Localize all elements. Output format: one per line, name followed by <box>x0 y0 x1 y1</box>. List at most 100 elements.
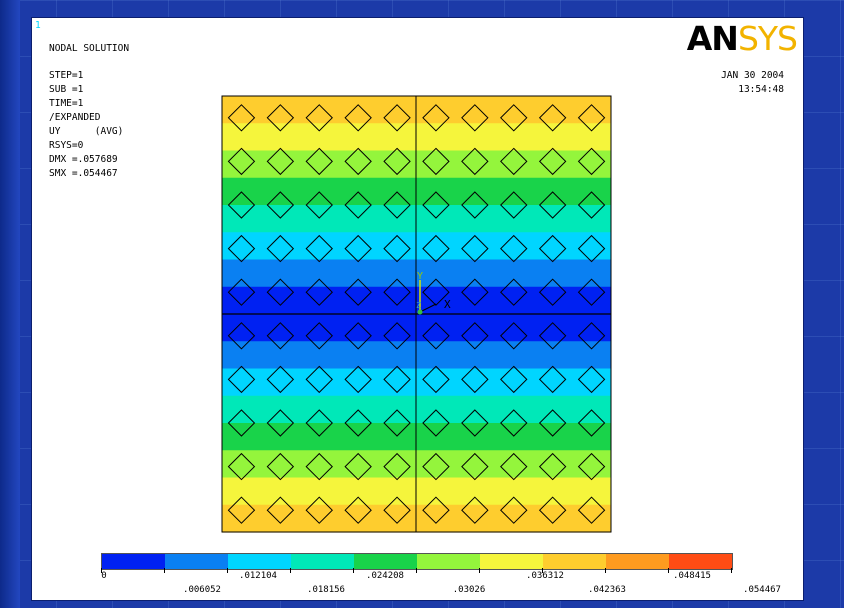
legend-top-label: 0 <box>101 571 107 581</box>
triad-z-label: Z <box>416 301 421 310</box>
element-diamond <box>266 191 295 219</box>
element-diamond <box>422 496 450 524</box>
legend-tick <box>164 568 165 573</box>
legend-tick <box>542 568 543 573</box>
element-diamond <box>383 322 411 350</box>
element-diamond <box>344 147 372 176</box>
element-diamond <box>538 147 567 176</box>
element-diamond <box>422 191 450 219</box>
legend-tick <box>731 568 732 573</box>
legend-color-8 <box>543 554 606 569</box>
element-diamond <box>500 365 528 394</box>
element-diamond <box>227 234 256 263</box>
element-diamond <box>344 104 372 132</box>
element-diamond <box>344 365 372 394</box>
element-diamond <box>577 104 606 132</box>
element-diamond <box>538 365 567 394</box>
element-diamond <box>500 452 528 481</box>
element-diamond <box>461 452 489 481</box>
element-diamond <box>383 147 411 176</box>
element-diamond <box>266 409 295 437</box>
legend-bottom-label: .042363 <box>588 585 626 595</box>
ansys-logo-primary: AN <box>686 19 739 58</box>
element-diamond <box>461 409 489 437</box>
legend-tick <box>353 568 354 573</box>
element-diamond <box>305 496 333 524</box>
element-diamond <box>422 365 450 394</box>
element-diamond <box>266 322 295 350</box>
element-diamond <box>383 365 411 394</box>
element-diamond <box>266 147 295 176</box>
element-diamond <box>305 147 333 176</box>
element-diamond <box>383 234 411 263</box>
legend-color-10 <box>669 554 732 569</box>
element-diamond <box>422 104 450 132</box>
element-diamond <box>266 278 295 306</box>
legend-color-4 <box>291 554 354 569</box>
element-diamond <box>266 104 295 132</box>
element-diamond <box>538 452 567 481</box>
element-diamond <box>383 104 411 132</box>
element-diamond <box>344 496 372 524</box>
ansys-logo: ANSYS <box>686 19 798 58</box>
legend-bottom-label: .03026 <box>452 585 486 595</box>
solution-info-step: STEP=1 <box>49 70 84 81</box>
solution-info-dmx: DMX =.057689 <box>49 154 118 165</box>
window-number: 1 <box>35 20 41 31</box>
element-diamond <box>305 365 333 394</box>
ansys-graphics-window: 1 NODAL SOLUTION STEP=1 SUB =1 TIME=1 /E… <box>31 17 804 601</box>
element-diamond <box>538 322 567 350</box>
element-diamond <box>538 104 567 132</box>
element-diamond <box>461 278 489 306</box>
solution-info-expanded: /EXPANDED <box>49 112 101 123</box>
element-diamond <box>422 452 450 481</box>
element-diamond <box>383 496 411 524</box>
element-diamond <box>344 452 372 481</box>
element-diamond <box>266 496 295 524</box>
slide-edge-decoration <box>0 0 20 608</box>
legend-color-9 <box>606 554 669 569</box>
element-diamond <box>422 234 450 263</box>
element-diamond <box>227 409 256 437</box>
solution-info-smx: SMX =.054467 <box>49 168 118 179</box>
element-diamond <box>305 322 333 350</box>
element-diamond <box>344 234 372 263</box>
element-diamond <box>422 147 450 176</box>
element-diamond <box>305 234 333 263</box>
element-diamond <box>461 322 489 350</box>
element-diamond <box>577 191 606 219</box>
element-diamond <box>538 191 567 219</box>
element-diamond <box>538 278 567 306</box>
element-diamond <box>227 104 256 132</box>
legend-color-7 <box>480 554 543 569</box>
element-markers <box>227 104 606 524</box>
legend-top-label: .024208 <box>366 571 404 581</box>
solution-info-rsys: RSYS=0 <box>49 140 84 151</box>
legend-bottom-label: .018156 <box>307 585 345 595</box>
element-diamond <box>461 365 489 394</box>
solution-info-sub: SUB =1 <box>49 84 84 95</box>
triad-x-label: X <box>444 298 451 311</box>
element-diamond <box>383 191 411 219</box>
element-diamond <box>500 496 528 524</box>
legend-bottom-label: .054467 <box>743 585 781 595</box>
legend-tick <box>290 568 291 573</box>
legend-color-5 <box>354 554 417 569</box>
legend-bottom-label: .006052 <box>183 585 221 595</box>
legend-color-1 <box>102 554 165 569</box>
element-diamond <box>344 278 372 306</box>
element-diamond <box>305 104 333 132</box>
element-diamond <box>227 278 256 306</box>
element-diamond <box>461 147 489 176</box>
element-diamond <box>383 452 411 481</box>
element-diamond <box>227 452 256 481</box>
element-diamond <box>266 452 295 481</box>
element-diamond <box>500 104 528 132</box>
legend-color-3 <box>228 554 291 569</box>
element-diamond <box>344 322 372 350</box>
coordinate-triad: Y Z X <box>416 271 451 315</box>
plot-title: NODAL SOLUTION <box>49 43 130 54</box>
element-diamond <box>500 409 528 437</box>
element-diamond <box>344 191 372 219</box>
time-label: 13:54:48 <box>738 84 784 95</box>
